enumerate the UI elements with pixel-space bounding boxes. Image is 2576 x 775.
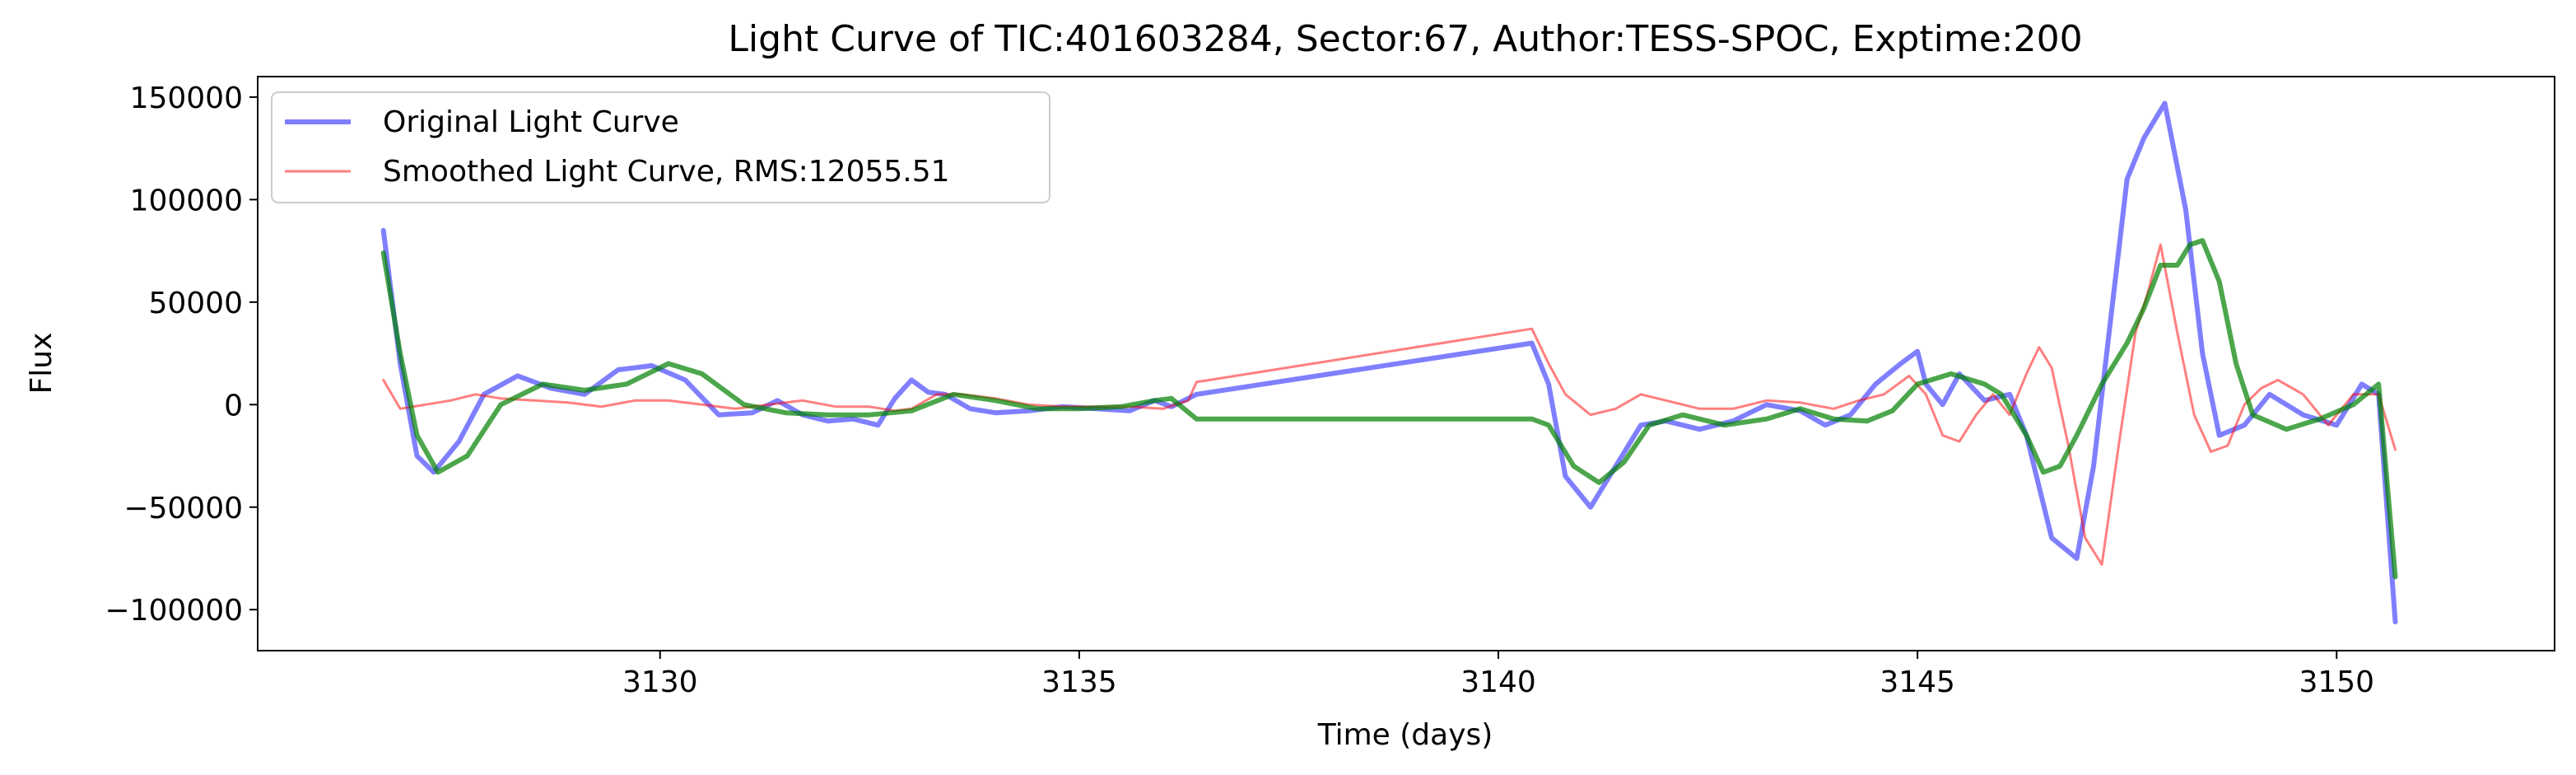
legend: Original Light Curve Smoothed Light Curv… [271, 91, 1050, 203]
x-tick-label: 3135 [1041, 665, 1117, 699]
x-tick-label: 3150 [2299, 665, 2374, 699]
legend-label-smoothed: Smoothed Light Curve, RMS:12055.51 [383, 155, 950, 189]
plot-frame [257, 76, 2555, 651]
y-axis: −100000 −50000 0 50000 100000 150000 [105, 82, 258, 628]
y-tick-label: 150000 [130, 82, 243, 115]
legend-label-original: Original Light Curve [383, 105, 679, 139]
x-tick-label: 3130 [622, 665, 698, 699]
plot-series [380, 100, 2398, 625]
y-tick-label: 100000 [130, 184, 243, 217]
series-line-2 [380, 238, 2398, 580]
x-tick-label: 3140 [1460, 665, 1536, 699]
x-tick-label: 3145 [1880, 665, 1955, 699]
series-line-1 [382, 243, 2397, 566]
y-tick-label: −50000 [123, 492, 243, 525]
y-tick-label: 0 [224, 389, 243, 423]
y-tick-label: 50000 [148, 287, 243, 320]
chart-title: Light Curve of TIC:401603284, Sector:67,… [728, 18, 2082, 60]
x-axis-label: Time (days) [1317, 718, 1493, 752]
series-line-0 [380, 100, 2398, 625]
x-axis: 3130 3135 3140 3145 3150 [622, 651, 2374, 699]
legend-box [271, 91, 1050, 203]
y-axis-label: Flux [25, 333, 58, 395]
y-tick-label: −100000 [105, 594, 243, 628]
